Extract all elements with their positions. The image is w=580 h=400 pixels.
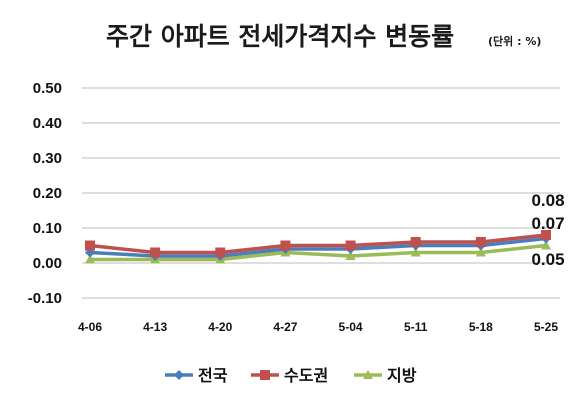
legend-swatch-marker — [174, 370, 184, 380]
x-tick-label: 5-04 — [339, 320, 363, 334]
data-point — [410, 237, 421, 247]
data-point — [85, 254, 95, 264]
x-tick-label: 4-27 — [273, 320, 297, 334]
grid-lines — [82, 87, 560, 299]
x-tick-label: 5-25 — [534, 320, 558, 334]
x-tick-label: 5-18 — [469, 320, 493, 334]
y-tick-label: 0.40 — [33, 115, 62, 132]
data-point — [150, 247, 161, 258]
legend-label: 전국 — [198, 366, 228, 385]
data-label: 0.07 — [531, 214, 564, 233]
y-tick-label: 0.20 — [33, 185, 62, 202]
x-axis-ticks: 4-06 4-13 4-20 4-27 5-04 5-11 5-18 5-25 — [78, 320, 558, 334]
series-lines — [89, 233, 547, 262]
chart-title: 주간 아파트 전세가격지수 변동률 — [106, 22, 454, 51]
data-point — [475, 247, 486, 257]
data-point — [410, 247, 421, 257]
x-tick-label: 5-11 — [404, 320, 428, 334]
x-tick-label: 4-13 — [143, 320, 167, 334]
data-point — [345, 240, 356, 251]
legend-label: 수도권 — [284, 366, 328, 385]
data-point — [85, 240, 95, 251]
x-tick-label: 4-06 — [78, 320, 102, 334]
legend-swatch-marker — [363, 370, 373, 379]
data-point — [541, 230, 551, 240]
series-line-2 — [90, 243, 547, 262]
y-axis-ticks: 0.50 0.40 0.30 0.20 0.10 0.00 -0.10 — [28, 80, 62, 307]
chart-unit-note: (단위 : %) — [488, 34, 541, 48]
y-tick-label: 0.50 — [33, 80, 62, 97]
series-markers — [85, 230, 551, 264]
data-point — [541, 240, 551, 250]
legend: 전국 수도권 지방 — [165, 366, 417, 385]
series-line-1 — [89, 233, 547, 255]
data-point — [475, 237, 486, 247]
data-label: 0.05 — [531, 250, 564, 269]
x-tick-label: 4-20 — [208, 320, 232, 334]
data-label: 0.08 — [531, 191, 564, 210]
y-tick-label: 0.00 — [33, 255, 62, 272]
data-point — [215, 247, 226, 258]
data-point — [345, 251, 356, 260]
legend-label: 지방 — [387, 366, 417, 385]
data-labels: 0.08 0.07 0.05 — [531, 191, 564, 269]
y-tick-label: -0.10 — [28, 290, 62, 307]
series-line-0 — [89, 236, 547, 258]
legend-swatch-marker — [260, 370, 270, 380]
y-tick-label: 0.10 — [33, 220, 62, 237]
y-tick-label: 0.30 — [33, 150, 62, 167]
data-point — [280, 240, 291, 251]
